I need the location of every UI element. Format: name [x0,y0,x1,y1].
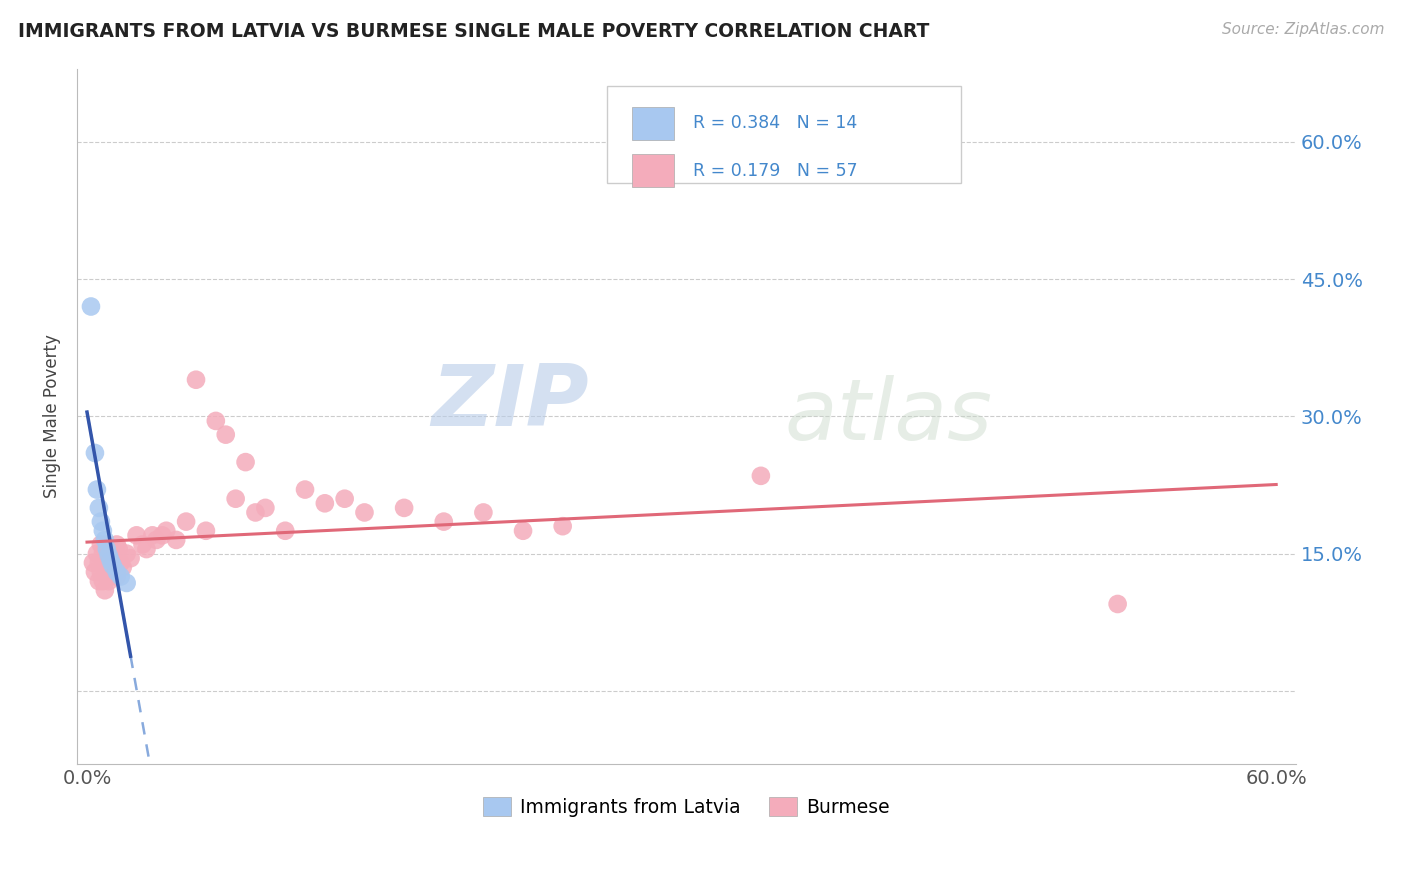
Point [150,528,173,542]
Point [141,528,163,542]
Point [215,427,238,442]
Point [433,515,456,529]
Point [100,551,122,566]
Point [111,560,134,574]
Point [551,519,574,533]
Point [87,500,110,515]
Point [80,300,103,314]
Point [314,496,336,510]
Point [96,542,118,557]
Point [254,500,277,515]
Point [110,556,132,570]
Point [101,558,124,573]
Point [1107,597,1129,611]
Point [91,574,114,588]
Point [125,528,148,542]
Text: ZIP: ZIP [432,361,589,444]
Point [94,533,117,547]
Point [333,491,356,506]
Text: R = 0.179   N = 57: R = 0.179 N = 57 [693,161,858,180]
Point [90,565,112,579]
FancyBboxPatch shape [631,107,675,140]
Text: atlas: atlas [785,375,993,458]
Point [84,565,107,579]
Point [135,542,157,557]
Point [90,515,112,529]
Point [274,524,297,538]
Point [96,537,118,551]
Point [353,506,375,520]
Point [87,574,110,588]
Y-axis label: Single Male Poverty: Single Male Poverty [44,334,60,499]
Point [115,576,138,591]
Point [184,373,207,387]
Point [86,483,108,497]
Point [96,565,118,579]
Legend: Immigrants from Latvia, Burmese: Immigrants from Latvia, Burmese [475,789,898,824]
Point [90,537,112,551]
Point [91,547,114,561]
Point [110,569,132,583]
Point [100,554,122,568]
Point [105,565,128,579]
Point [97,574,120,588]
Point [82,556,104,570]
Point [392,500,415,515]
Point [105,537,128,551]
Point [100,569,122,583]
Text: Source: ZipAtlas.com: Source: ZipAtlas.com [1222,22,1385,37]
Point [472,506,495,520]
Point [87,556,110,570]
Point [294,483,316,497]
Point [101,565,124,579]
Point [155,524,177,538]
Point [101,542,124,557]
Point [245,506,267,520]
Point [174,515,197,529]
Point [120,551,142,566]
Point [115,547,138,561]
FancyBboxPatch shape [607,86,960,183]
Point [97,549,120,563]
Point [235,455,257,469]
Point [165,533,187,547]
Point [94,583,117,598]
FancyBboxPatch shape [631,154,675,187]
Point [145,533,167,547]
Point [205,414,228,428]
Point [86,547,108,561]
Point [131,537,153,551]
Point [194,524,217,538]
Point [105,569,128,583]
Point [225,491,247,506]
Text: IMMIGRANTS FROM LATVIA VS BURMESE SINGLE MALE POVERTY CORRELATION CHART: IMMIGRANTS FROM LATVIA VS BURMESE SINGLE… [18,22,929,41]
Point [84,446,107,460]
Point [97,547,120,561]
Point [749,468,772,483]
Point [104,551,127,566]
Text: R = 0.384   N = 14: R = 0.384 N = 14 [693,114,856,133]
Point [94,556,117,570]
Point [512,524,534,538]
Point [91,524,114,538]
Point [107,542,129,557]
